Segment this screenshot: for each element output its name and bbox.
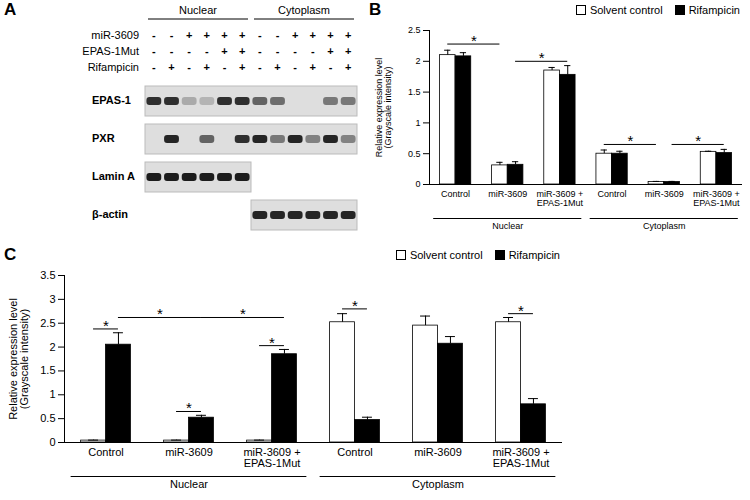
svg-text:Control: Control bbox=[88, 446, 123, 458]
svg-text:1.5: 1.5 bbox=[40, 364, 55, 376]
svg-text:+: + bbox=[274, 61, 280, 73]
svg-text:3.5: 3.5 bbox=[40, 269, 55, 281]
svg-text:1.5: 1.5 bbox=[408, 87, 421, 97]
svg-text:-: - bbox=[187, 61, 191, 73]
svg-text:Cytoplasm: Cytoplasm bbox=[278, 4, 330, 16]
svg-text:-: - bbox=[311, 45, 315, 57]
svg-text:Relative expression level(Gray: Relative expression level(Grayscale inte… bbox=[7, 298, 30, 420]
svg-text:*: * bbox=[539, 49, 545, 66]
svg-text:-: - bbox=[258, 45, 262, 57]
svg-text:miR-3609 +EPAS-1Mut: miR-3609 +EPAS-1Mut bbox=[693, 189, 740, 208]
svg-text:-: - bbox=[152, 61, 156, 73]
svg-text:-: - bbox=[276, 29, 280, 41]
svg-text:miR-3609: miR-3609 bbox=[645, 189, 684, 199]
svg-text:0: 0 bbox=[49, 436, 55, 448]
svg-text:-: - bbox=[258, 61, 262, 73]
svg-text:β-actin: β-actin bbox=[92, 208, 128, 220]
svg-text:Rifampicin: Rifampicin bbox=[88, 61, 139, 73]
svg-text:PXR: PXR bbox=[92, 132, 115, 144]
html-text:Solvent control: Solvent control bbox=[589, 4, 663, 16]
svg-text:3: 3 bbox=[49, 293, 55, 305]
svg-text:*: * bbox=[157, 305, 163, 322]
svg-text:-: - bbox=[329, 61, 333, 73]
svg-text:+: + bbox=[168, 61, 174, 73]
svg-text:-: - bbox=[187, 45, 191, 57]
svg-text:EPAS-1Mut: EPAS-1Mut bbox=[82, 45, 139, 57]
svg-text:-: - bbox=[293, 61, 297, 73]
svg-text:+: + bbox=[204, 61, 210, 73]
svg-text:+: + bbox=[345, 45, 351, 57]
svg-text:2.5: 2.5 bbox=[408, 25, 421, 35]
html-text:Rifampicin: Rifampicin bbox=[688, 4, 740, 16]
svg-text:-: - bbox=[293, 45, 297, 57]
svg-text:+: + bbox=[239, 45, 245, 57]
svg-text:-: - bbox=[223, 61, 227, 73]
svg-text:+: + bbox=[204, 29, 210, 41]
svg-text:0.5: 0.5 bbox=[40, 412, 55, 424]
svg-text:2: 2 bbox=[49, 341, 55, 353]
svg-text:-: - bbox=[152, 45, 156, 57]
svg-text:*: * bbox=[269, 334, 275, 351]
svg-text:1: 1 bbox=[415, 118, 420, 128]
svg-text:EPAS-1: EPAS-1 bbox=[92, 94, 131, 106]
svg-text:+: + bbox=[239, 61, 245, 73]
svg-text:*: * bbox=[627, 132, 633, 149]
svg-text:2: 2 bbox=[415, 56, 420, 66]
svg-text:-: - bbox=[170, 45, 174, 57]
svg-text:Lamin A: Lamin A bbox=[92, 170, 135, 182]
svg-text:+: + bbox=[310, 29, 316, 41]
svg-text:1: 1 bbox=[49, 388, 55, 400]
svg-text:*: * bbox=[186, 399, 192, 416]
svg-text:Control: Control bbox=[598, 189, 627, 199]
svg-text:Nuclear: Nuclear bbox=[492, 221, 523, 231]
svg-text:miR-3609: miR-3609 bbox=[414, 446, 462, 458]
svg-text:+: + bbox=[239, 29, 245, 41]
svg-text:2.5: 2.5 bbox=[40, 317, 55, 329]
svg-text:Control: Control bbox=[337, 446, 372, 458]
svg-text:Cytoplasm: Cytoplasm bbox=[643, 221, 686, 231]
svg-text:+: + bbox=[186, 29, 192, 41]
html-text:A: A bbox=[4, 0, 17, 19]
svg-text:-: - bbox=[276, 45, 280, 57]
svg-text:*: * bbox=[240, 305, 246, 322]
svg-text:-: - bbox=[152, 29, 156, 41]
svg-text:*: * bbox=[471, 32, 477, 49]
svg-text:*: * bbox=[695, 132, 701, 149]
svg-text:+: + bbox=[292, 29, 298, 41]
html-text:Rifampicin: Rifampicin bbox=[508, 249, 560, 261]
svg-text:Nuclear: Nuclear bbox=[170, 478, 208, 490]
svg-text:0: 0 bbox=[415, 179, 420, 189]
html-text:B: B bbox=[369, 0, 382, 19]
svg-text:0.5: 0.5 bbox=[408, 149, 421, 159]
svg-text:miR-3609 +EPAS-1Mut: miR-3609 +EPAS-1Mut bbox=[537, 189, 584, 208]
svg-text:+: + bbox=[221, 29, 227, 41]
svg-text:+: + bbox=[310, 61, 316, 73]
svg-text:*: * bbox=[518, 302, 524, 319]
svg-text:miR-3609 +EPAS-1Mut: miR-3609 +EPAS-1Mut bbox=[492, 446, 549, 469]
svg-text:Control: Control bbox=[441, 189, 470, 199]
svg-text:Relative expression level(Gray: Relative expression level(Grayscale inte… bbox=[374, 58, 393, 158]
svg-text:+: + bbox=[327, 29, 333, 41]
svg-text:miR-3609: miR-3609 bbox=[165, 446, 213, 458]
svg-text:miR-3609: miR-3609 bbox=[91, 29, 139, 41]
svg-text:-: - bbox=[205, 45, 209, 57]
svg-text:+: + bbox=[327, 45, 333, 57]
svg-text:+: + bbox=[345, 61, 351, 73]
svg-text:-: - bbox=[170, 29, 174, 41]
html-text:Solvent control: Solvent control bbox=[409, 249, 483, 261]
svg-text:-: - bbox=[258, 29, 262, 41]
svg-text:Nuclear: Nuclear bbox=[179, 4, 217, 16]
svg-text:Cytoplasm: Cytoplasm bbox=[412, 478, 464, 490]
svg-text:miR-3609: miR-3609 bbox=[488, 189, 527, 199]
svg-text:*: * bbox=[103, 317, 109, 334]
html-text:C: C bbox=[4, 245, 17, 264]
svg-text:miR-3609 +EPAS-1Mut: miR-3609 +EPAS-1Mut bbox=[243, 446, 300, 469]
svg-text:*: * bbox=[352, 297, 358, 314]
svg-text:+: + bbox=[345, 29, 351, 41]
svg-text:+: + bbox=[221, 45, 227, 57]
